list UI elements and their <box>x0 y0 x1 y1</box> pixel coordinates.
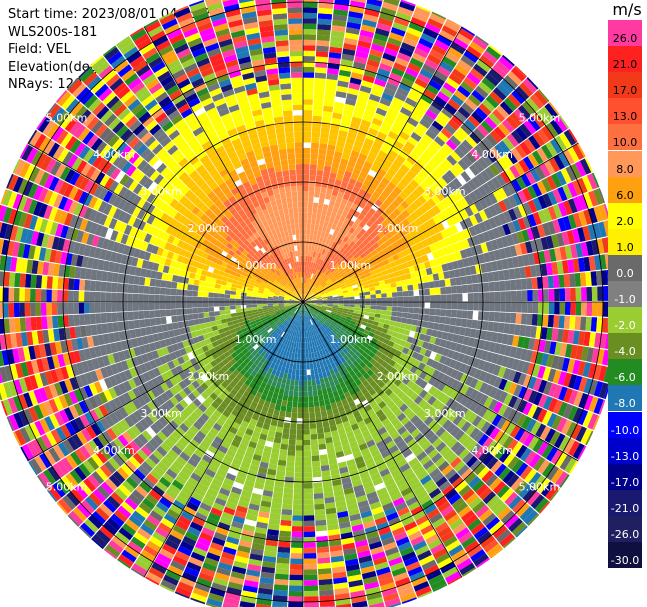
colorbar-cell: 26.0 <box>608 20 642 47</box>
colorbar-tick-label: -17.0 <box>610 475 640 489</box>
colorbar-tick-label: -30.0 <box>610 554 640 567</box>
colorbar-cell: 1.0 <box>608 228 642 255</box>
colorbar-cell: 0.0 <box>608 254 642 281</box>
spoke-line <box>302 301 579 462</box>
colorbar-tick-label: -2.0 <box>614 319 636 333</box>
colorbar-cell: 6.0 <box>608 176 642 203</box>
ring-label: 4.00km <box>471 444 513 457</box>
colorbar-tick-label: -10.0 <box>610 423 640 437</box>
colorbar-tick-label: 6.0 <box>616 188 634 202</box>
colorbar-cell: 17.0 <box>608 72 642 99</box>
colorbar-cell: -21.0 <box>608 489 642 516</box>
ring-label: 5.00km <box>46 481 88 494</box>
colorbar-cell: -4.0 <box>608 333 642 360</box>
ring-label: 1.00km <box>329 259 371 272</box>
colorbar-cell: -26.0 <box>608 515 642 542</box>
spoke-line <box>143 26 304 303</box>
ring-label: 5.00km <box>46 111 88 124</box>
colorbar-cell: -17.0 <box>608 463 642 490</box>
ring-label: 3.00km <box>424 185 466 198</box>
colorbar-cell: -6.0 <box>608 359 642 386</box>
colorbar-tick-label: 21.0 <box>612 58 638 72</box>
colorbar-tick-label: 0.0 <box>616 266 634 280</box>
ring-label: 1.00km <box>235 259 277 272</box>
instrument-label: WLS200s-181 <box>8 24 98 40</box>
colorbar-cell: 13.0 <box>608 98 642 125</box>
colorbar-tick-label: -6.0 <box>614 371 636 385</box>
colorbar-cell: -2.0 <box>608 307 642 334</box>
ring-label: 4.00km <box>93 148 135 161</box>
spoke-line <box>302 301 463 578</box>
colorbar-tick-label: -1.0 <box>614 293 636 306</box>
ring-label: 2.00km <box>377 370 419 383</box>
spoke-line <box>143 301 304 578</box>
colorbar-tick-label: 2.0 <box>616 214 634 228</box>
colorbar-cell: -30.0 <box>608 542 642 569</box>
colorbar-tick-label: -13.0 <box>610 449 640 463</box>
spoke-line <box>302 142 579 303</box>
colorbar-tick-label: 1.0 <box>616 240 634 254</box>
ring-label: 2.00km <box>188 222 230 235</box>
ring-label: 3.00km <box>424 407 466 420</box>
spoke-line <box>302 26 463 303</box>
ring-label: 5.00km <box>519 481 561 494</box>
colorbar-tick-label: -26.0 <box>610 527 640 541</box>
colorbar-tick-label: 26.0 <box>612 32 638 45</box>
nrays-label: NRays: 120 <box>8 77 83 92</box>
ring-label: 3.00km <box>140 185 182 198</box>
ring-label: 5.00km <box>519 111 561 124</box>
ring-label: 1.00km <box>329 333 371 346</box>
colorbar-tick-label: 17.0 <box>612 84 638 98</box>
ring-label: 1.00km <box>235 333 277 346</box>
ring-label: 2.00km <box>188 370 230 383</box>
ring-label: 4.00km <box>471 148 513 161</box>
colorbar-unit: m/s <box>612 0 642 19</box>
ppi-gates <box>0 0 621 607</box>
colorbar-tick-label: 13.0 <box>612 110 638 124</box>
colorbar-cell: -1.0 <box>608 281 642 308</box>
ring-label: 3.00km <box>140 407 182 420</box>
colorbar-tick-label: 8.0 <box>616 162 634 176</box>
colorbar-tick-label: 10.0 <box>612 136 638 150</box>
colorbar-cell: 2.0 <box>608 202 642 229</box>
colorbar-cell: -13.0 <box>608 437 642 464</box>
colorbar-cell: -10.0 <box>608 411 642 438</box>
colorbar-tick-label: -21.0 <box>610 501 640 515</box>
spoke-line <box>27 301 304 462</box>
field-label: Field: VEL <box>8 42 71 57</box>
colorbar-cell: 10.0 <box>608 124 642 151</box>
spoke-line <box>27 142 304 303</box>
ring-label: 2.00km <box>377 222 419 235</box>
colorbar-cell: -8.0 <box>608 385 642 412</box>
colorbar-cell: 8.0 <box>608 150 642 177</box>
colorbar-cell: 21.0 <box>608 46 642 73</box>
colorbar-tick-label: -8.0 <box>614 397 636 411</box>
ring-label: 4.00km <box>93 444 135 457</box>
colorbar-tick-label: -4.0 <box>614 345 636 359</box>
